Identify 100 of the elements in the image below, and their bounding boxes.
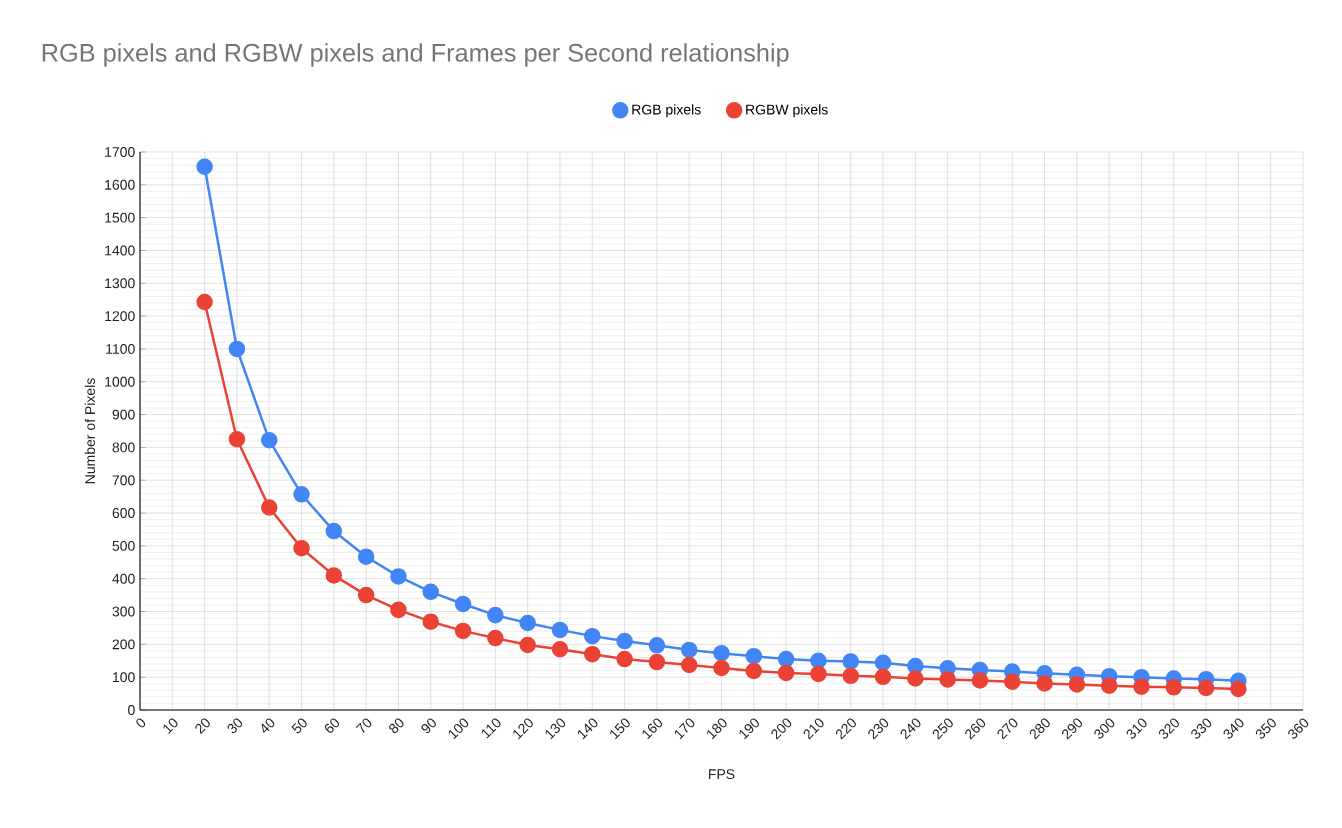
point	[810, 665, 827, 683]
y-tick-label: 800	[112, 442, 135, 453]
point	[810, 652, 827, 670]
point	[1197, 679, 1215, 697]
y-tick-label: 1600	[105, 179, 135, 190]
point	[1003, 673, 1021, 691]
y-tick-label: 300	[112, 606, 135, 617]
point	[422, 583, 440, 601]
y-tick-label: 1000	[105, 376, 135, 387]
point	[680, 656, 698, 674]
x-tick-label: 260	[965, 718, 986, 740]
point	[842, 653, 859, 670]
y-tick-label: 900	[112, 409, 135, 420]
point	[390, 601, 407, 619]
point	[584, 627, 601, 645]
point	[293, 539, 310, 557]
point	[745, 647, 763, 665]
point	[1036, 675, 1053, 692]
point	[713, 644, 730, 662]
point	[1165, 679, 1183, 696]
point	[390, 568, 407, 585]
point	[680, 641, 698, 659]
x-tick-label: 280	[1029, 718, 1050, 740]
x-tick-label: 200	[771, 718, 792, 740]
y-tick-label: 1300	[105, 278, 135, 289]
x-tick-label: 250	[932, 718, 953, 740]
y-tick-label: 400	[112, 573, 135, 584]
x-tick-label: 360	[1288, 718, 1309, 739]
x-tick-label: 0	[136, 718, 146, 728]
x-tick-label: 70	[355, 718, 372, 733]
point	[196, 158, 213, 176]
point	[519, 614, 536, 632]
x-tick-label: 60	[324, 718, 340, 733]
point	[777, 664, 795, 682]
y-tick-label: 1400	[105, 245, 135, 256]
x-tick-label: 20	[195, 718, 210, 735]
point	[551, 641, 569, 658]
point	[616, 650, 633, 668]
x-tick-label: 330	[1191, 718, 1212, 739]
y-tick-label: 1200	[105, 311, 135, 322]
chart-title: RGB pixels and RGBW pixels and Frames per Second relationship	[42, 43, 789, 67]
x-tick-label: 270	[997, 718, 1018, 740]
x-tick-label: 150	[610, 718, 630, 740]
y-tick-label: 500	[112, 540, 135, 551]
x-tick-label: 170	[674, 718, 695, 740]
point	[357, 586, 375, 604]
x-tick-label: 350	[1255, 718, 1276, 739]
point	[228, 430, 246, 448]
point	[454, 595, 472, 613]
x-tick-label: 120	[513, 718, 533, 740]
y-tick-label: 100	[113, 672, 135, 683]
point	[874, 654, 892, 671]
point	[1230, 680, 1247, 698]
point	[293, 486, 310, 503]
point	[260, 431, 278, 449]
point	[777, 650, 795, 668]
point	[551, 621, 569, 639]
point	[196, 293, 213, 311]
x-tick-label: 290	[1062, 718, 1083, 740]
point	[713, 659, 730, 677]
x-tick-label: 130	[545, 718, 566, 740]
y-tick-label: 1500	[105, 212, 135, 223]
point	[260, 499, 278, 516]
legend-label: RGBW pixels	[746, 104, 828, 118]
x-tick-label: 80	[389, 718, 404, 734]
x-axis-title: FPS	[709, 769, 735, 780]
point	[519, 636, 536, 654]
x-tick-label: 320	[1158, 718, 1179, 739]
x-tick-label: 100	[448, 718, 469, 740]
point	[1068, 676, 1086, 693]
point	[939, 671, 956, 688]
point	[648, 653, 666, 671]
point	[584, 645, 601, 663]
x-tick-label: 30	[227, 718, 243, 734]
x-tick-label: 110	[481, 718, 501, 739]
point	[842, 667, 859, 685]
x-tick-label: 50	[291, 718, 307, 734]
x-tick-label: 340	[1223, 718, 1244, 739]
point	[1100, 677, 1118, 694]
y-tick-label: 700	[112, 475, 135, 486]
x-tick-label: 140	[577, 718, 598, 740]
y-axis-title: Number of Pixels	[84, 378, 96, 484]
point	[422, 613, 440, 630]
x-tick-label: 90	[421, 718, 436, 734]
point	[745, 662, 763, 680]
point	[325, 522, 343, 540]
x-tick-label: 10	[163, 718, 178, 734]
point	[874, 668, 892, 686]
x-tick-label: 220	[835, 718, 856, 740]
point	[325, 567, 343, 584]
legend-label: RGB pixels	[632, 104, 701, 118]
y-tick-label: 600	[112, 508, 135, 519]
point	[487, 606, 504, 624]
y-tick-label: 1700	[105, 147, 135, 157]
x-tick-label: 230	[868, 718, 889, 740]
y-tick-label: 1100	[106, 343, 135, 354]
x-tick-label: 310	[1126, 718, 1147, 739]
x-tick-label: 240	[900, 718, 921, 740]
x-tick-label: 180	[707, 718, 727, 740]
point	[648, 637, 666, 654]
